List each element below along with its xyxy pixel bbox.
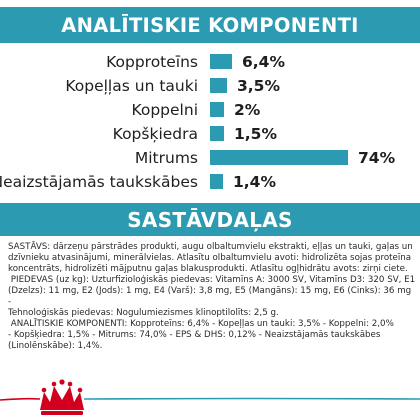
analysis-value: 2%: [234, 101, 261, 119]
analysis-row: Kopšķiedra 1,5%: [0, 123, 420, 145]
analysis-bar: [210, 126, 224, 141]
analysis-value: 3,5%: [237, 77, 280, 95]
analysis-title: ANALĪTISKIE KOMPONENTI: [0, 7, 420, 43]
analysis-value: 1,4%: [233, 173, 276, 191]
analysis-label: Mitrums: [134, 149, 198, 167]
analysis-row: Koppelni 2%: [0, 99, 420, 121]
analysis-value: 6,4%: [242, 53, 285, 71]
analysis-label: Kopšķiedra: [112, 125, 198, 143]
analysis-value: 1,5%: [234, 125, 277, 143]
analysis-row: Mitrums 74%: [0, 147, 420, 169]
analysis-row: Kopproteīns 6,4%: [0, 51, 420, 73]
analysis-label: Neaizstājamās taukskābes: [0, 173, 198, 191]
footer-blue-line: [83, 397, 420, 400]
analysis-bar: [210, 78, 227, 93]
royal-canin-crown-icon: [40, 379, 84, 415]
analysis-bar: [210, 102, 224, 117]
composition-text: SASTĀVS: dārzeņu pārstrādes produkti, au…: [8, 242, 416, 351]
analysis-row: Neaizstājamās taukskābes 1,4%: [0, 171, 420, 193]
analysis-value: 74%: [358, 149, 396, 167]
footer-logo-band: [0, 379, 420, 415]
analysis-bar: [210, 150, 348, 165]
analysis-label: Kopproteīns: [106, 53, 198, 71]
analysis-row: Kopeļļas un tauki 3,5%: [0, 75, 420, 97]
analysis-bar: [210, 54, 232, 69]
analysis-bar: [210, 174, 223, 189]
analysis-label: Koppelni: [131, 101, 198, 119]
footer-red-line: [0, 397, 41, 401]
analysis-label: Kopeļļas un tauki: [65, 77, 198, 95]
composition-title: SASTĀVDAĻAS: [0, 203, 420, 236]
